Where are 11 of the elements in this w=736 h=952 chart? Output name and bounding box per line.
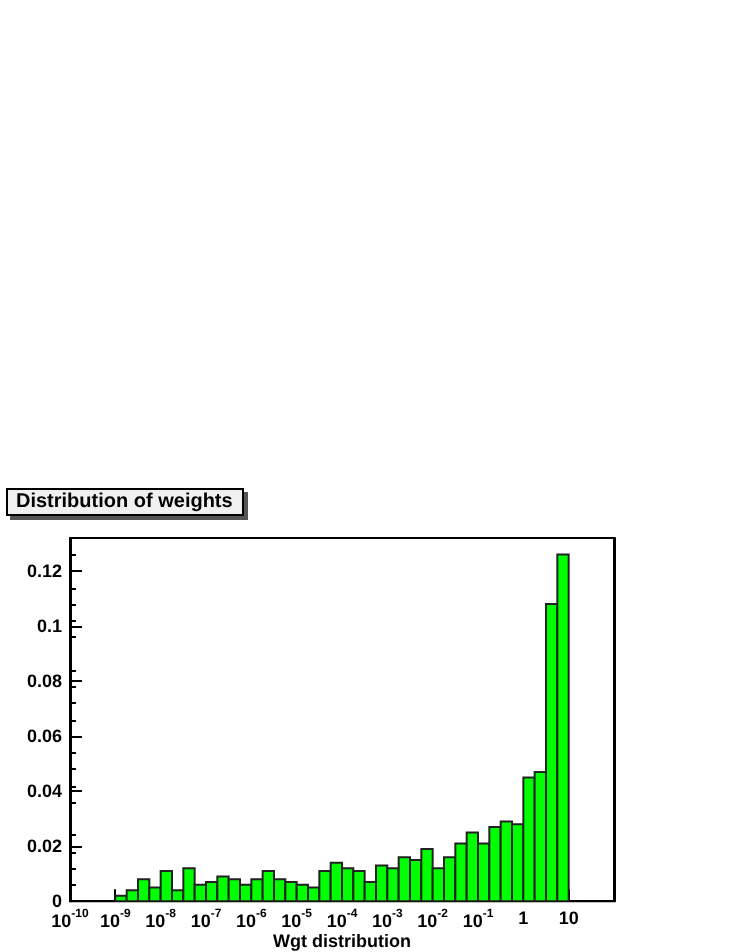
- y-tick-label: 0.12: [26, 561, 62, 582]
- y-tick-label: 0: [51, 891, 62, 912]
- y-tick-label: 0.06: [26, 726, 62, 747]
- y-tick-label: 0.02: [26, 836, 62, 857]
- x-tick-label: 1: [518, 908, 529, 929]
- y-tick-label: 0.1: [36, 616, 62, 637]
- chart-title: Distribution of weights: [16, 491, 234, 513]
- y-tick-label: 0.04: [26, 781, 62, 802]
- x-axis-title: Wgt distribution: [273, 931, 411, 951]
- x-tick-label: 10: [558, 908, 579, 929]
- y-tick-label: 0.08: [26, 671, 62, 692]
